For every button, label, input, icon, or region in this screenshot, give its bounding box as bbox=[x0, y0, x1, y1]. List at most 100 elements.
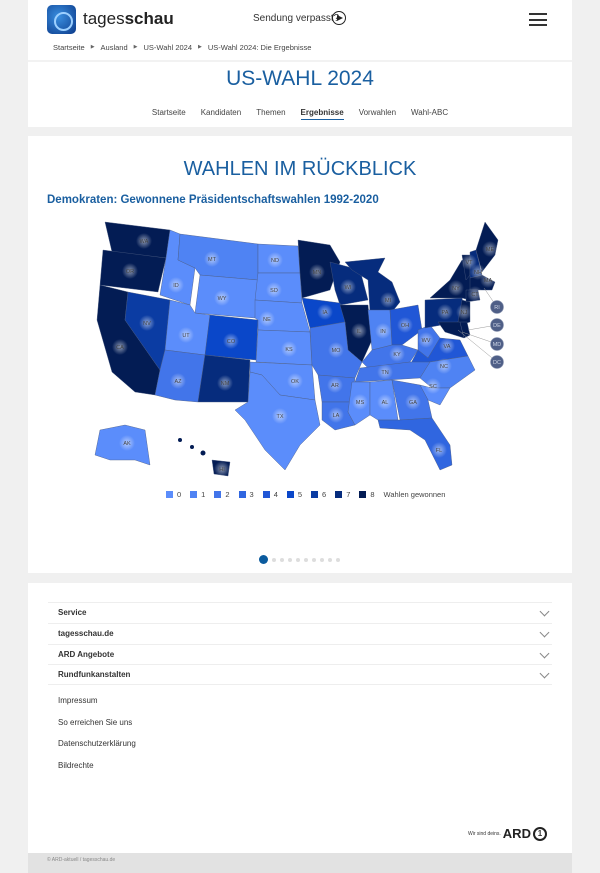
state-label-SC: SC bbox=[429, 384, 437, 390]
footer-section-tagesschau[interactable]: tagesschau.de bbox=[48, 623, 552, 644]
label-halo bbox=[168, 277, 184, 293]
label-halo bbox=[317, 304, 333, 320]
chart-carousel: WAHLEN IM RÜCKBLICK Demokraten: Gewonnen… bbox=[28, 136, 572, 573]
state-FL[interactable] bbox=[377, 417, 453, 471]
tab-vorwahlen[interactable]: Vorwahlen bbox=[358, 108, 397, 117]
state-label-WA: WA bbox=[140, 239, 149, 245]
label-halo bbox=[375, 323, 391, 339]
state-HI-island bbox=[190, 445, 194, 449]
tab-kandidaten[interactable]: Kandidaten bbox=[200, 108, 242, 117]
copyright: © ARD-aktuell / tagesschau.de bbox=[28, 853, 572, 873]
state-DC-badge[interactable] bbox=[490, 355, 504, 369]
breadcrumb-arrow-icon: ▶ bbox=[198, 44, 202, 50]
state-RI-badge[interactable] bbox=[490, 300, 504, 314]
state-label-SD: SD bbox=[270, 288, 278, 294]
footer-section-rundfunkanstalten[interactable]: Rundfunkanstalten bbox=[48, 664, 552, 685]
label-halo bbox=[139, 315, 155, 331]
tab-startseite[interactable]: Startseite bbox=[151, 108, 186, 117]
carousel-dot[interactable] bbox=[336, 557, 340, 562]
legend-swatch bbox=[190, 491, 198, 498]
state-label-ID: ID bbox=[173, 283, 179, 289]
tagesschau-logo-icon[interactable] bbox=[47, 5, 76, 34]
state-label-AZ: AZ bbox=[174, 379, 182, 385]
legend-swatch bbox=[335, 491, 343, 498]
tab-wahl-abc[interactable]: Wahl-ABC bbox=[411, 108, 449, 117]
state-label-IL: IL bbox=[357, 329, 362, 335]
carousel-dot[interactable] bbox=[328, 557, 332, 562]
state-HI-island bbox=[200, 450, 206, 456]
section-label: tagesschau.de bbox=[58, 629, 114, 638]
tab-themen[interactable]: Themen bbox=[256, 108, 286, 117]
us-choropleth-map: WA OR CA NV ID MT WY UT CO AZ NM ND SD NE KS OK TX MN WI MI… bbox=[94, 221, 504, 477]
state-label-NY: NY bbox=[452, 286, 460, 292]
state-label-MA: MA bbox=[484, 278, 493, 284]
label-halo bbox=[405, 394, 421, 410]
menu-icon[interactable] bbox=[529, 13, 547, 26]
state-label-AL: AL bbox=[382, 400, 389, 406]
label-halo bbox=[467, 286, 483, 302]
label-halo bbox=[223, 333, 239, 349]
state-MD[interactable] bbox=[437, 321, 465, 339]
footer-section-ard-angebote[interactable]: ARD Angebote bbox=[48, 644, 552, 665]
legend-label: 4 bbox=[273, 490, 278, 499]
section-label: ARD Angebote bbox=[58, 650, 115, 659]
legend-item: 1 bbox=[190, 490, 205, 499]
breadcrumb-item[interactable]: US-Wahl 2024 bbox=[143, 43, 193, 52]
legend-swatch bbox=[286, 491, 294, 498]
breadcrumb-arrow-icon: ▶ bbox=[133, 44, 138, 50]
state-label-KY: KY bbox=[393, 352, 401, 358]
carousel-dot[interactable] bbox=[296, 557, 300, 562]
carousel-dot[interactable] bbox=[288, 557, 292, 562]
carousel-dot[interactable] bbox=[312, 557, 316, 562]
state-label-AK: AK bbox=[123, 441, 131, 447]
breadcrumb-item[interactable]: Ausland bbox=[100, 43, 128, 52]
carousel-dot[interactable] bbox=[320, 557, 324, 562]
label-halo bbox=[351, 323, 367, 339]
breadcrumb-item[interactable]: Startseite bbox=[53, 43, 85, 52]
carousel-dot[interactable] bbox=[304, 557, 308, 562]
state-label-MI: MI bbox=[385, 298, 392, 304]
carousel-dot[interactable] bbox=[272, 557, 276, 562]
state-label-VA: VA bbox=[444, 344, 451, 350]
state-label-DE: DE bbox=[493, 323, 501, 329]
legend-swatch bbox=[166, 491, 173, 498]
state-label-CA: CA bbox=[116, 345, 124, 351]
label-halo bbox=[480, 272, 496, 288]
label-halo bbox=[272, 408, 288, 424]
tab-ergebnisse[interactable]: Ergebnisse bbox=[300, 108, 344, 120]
brand-light: tages bbox=[83, 9, 125, 28]
label-halo bbox=[136, 233, 152, 249]
carousel-dot[interactable] bbox=[280, 557, 284, 562]
state-label-NC: NC bbox=[440, 364, 448, 370]
label-halo bbox=[217, 375, 233, 391]
state-label-WI: WI bbox=[345, 285, 352, 291]
state-label-WV: WV bbox=[422, 338, 431, 344]
sendung-verpasst-link[interactable]: Sendung verpasst? bbox=[253, 13, 340, 24]
page-title: US-WAHL 2024 bbox=[226, 67, 374, 90]
legend-item: 4 bbox=[262, 490, 278, 499]
link-kontakt[interactable]: So erreichen Sie uns bbox=[58, 718, 133, 727]
link-bildrechte[interactable]: Bildrechte bbox=[58, 761, 94, 770]
state-label-IN: IN bbox=[380, 329, 386, 335]
state-label-OH: OH bbox=[401, 323, 409, 329]
legend-item: 6 bbox=[311, 490, 326, 499]
footer-section-service[interactable]: Service bbox=[48, 602, 552, 623]
leader-line bbox=[457, 329, 498, 363]
legend-label: 6 bbox=[322, 490, 327, 499]
state-HI-island bbox=[178, 438, 182, 442]
legend-swatch bbox=[311, 491, 319, 498]
state-MD-badge[interactable] bbox=[490, 337, 504, 351]
breadcrumb-item[interactable]: US-Wahl 2024: Die Ergebnisse bbox=[207, 43, 312, 52]
state-label-AR: AR bbox=[331, 383, 339, 389]
section-tabs: Startseite Kandidaten Themen Ergebnisse … bbox=[28, 108, 572, 120]
legend-label: 1 bbox=[201, 490, 206, 499]
state-label-OR: OR bbox=[126, 269, 134, 275]
ard-logo[interactable]: Wir sind deins. ARD 1 bbox=[468, 826, 547, 841]
play-icon[interactable] bbox=[332, 11, 346, 25]
link-datenschutz[interactable]: Datenschutzerklärung bbox=[58, 739, 136, 748]
chevron-down-icon bbox=[539, 648, 550, 659]
brand-name[interactable]: tagesschau bbox=[83, 9, 174, 29]
state-DE-badge[interactable] bbox=[490, 318, 504, 332]
carousel-dot[interactable] bbox=[259, 555, 268, 564]
link-impressum[interactable]: Impressum bbox=[58, 696, 98, 705]
